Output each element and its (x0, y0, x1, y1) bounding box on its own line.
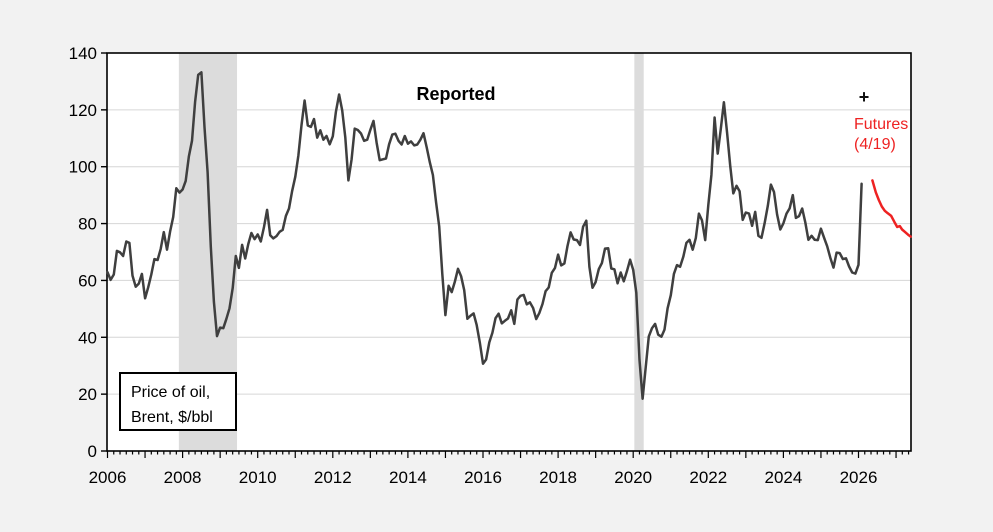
x-axis-tick-label-2008: 2008 (164, 468, 202, 487)
futures-series-line (871, 179, 912, 238)
futures-label-line1: Futures (854, 116, 909, 133)
x-axis-tick-label-2022: 2022 (689, 468, 727, 487)
chart-title-box: Price of oil, Brent, $/bbl (119, 372, 237, 431)
futures-series-label: Futures (4/19) (854, 115, 908, 155)
x-axis-tick-label-2006: 2006 (89, 468, 127, 487)
chart-title-line1: Price of oil, (131, 384, 211, 401)
y-axis-tick-label-140: 140 (69, 44, 97, 63)
plot-border (106, 52, 912, 452)
x-axis-tick-label-2018: 2018 (539, 468, 577, 487)
recession-band-2 (634, 53, 644, 451)
y-axis-tick-label-60: 60 (78, 271, 97, 290)
x-axis-tick-label-2026: 2026 (840, 468, 878, 487)
x-axis-tick-label-2010: 2010 (239, 468, 277, 487)
reported-series-line (106, 71, 863, 400)
x-axis-tick-label-2014: 2014 (389, 468, 427, 487)
y-axis-tick-label-120: 120 (69, 101, 97, 120)
y-axis-tick-label-0: 0 (88, 442, 97, 461)
plus-marker: + (858, 87, 870, 107)
x-axis-tick-label-2012: 2012 (314, 468, 352, 487)
x-axis-tick-label-2016: 2016 (464, 468, 502, 487)
x-axis-tick-label-2024: 2024 (764, 468, 802, 487)
chart-title-line2: Brent, $/bbl (131, 409, 213, 426)
futures-label-line2: (4/19) (854, 136, 896, 153)
y-axis-tick-label-40: 40 (78, 328, 97, 347)
y-axis-tick-label-80: 80 (78, 215, 97, 234)
reported-series-label: Reported (416, 84, 496, 104)
y-axis-tick-label-100: 100 (69, 158, 97, 177)
x-axis-tick-label-2020: 2020 (614, 468, 652, 487)
y-axis-tick-label-20: 20 (78, 385, 97, 404)
